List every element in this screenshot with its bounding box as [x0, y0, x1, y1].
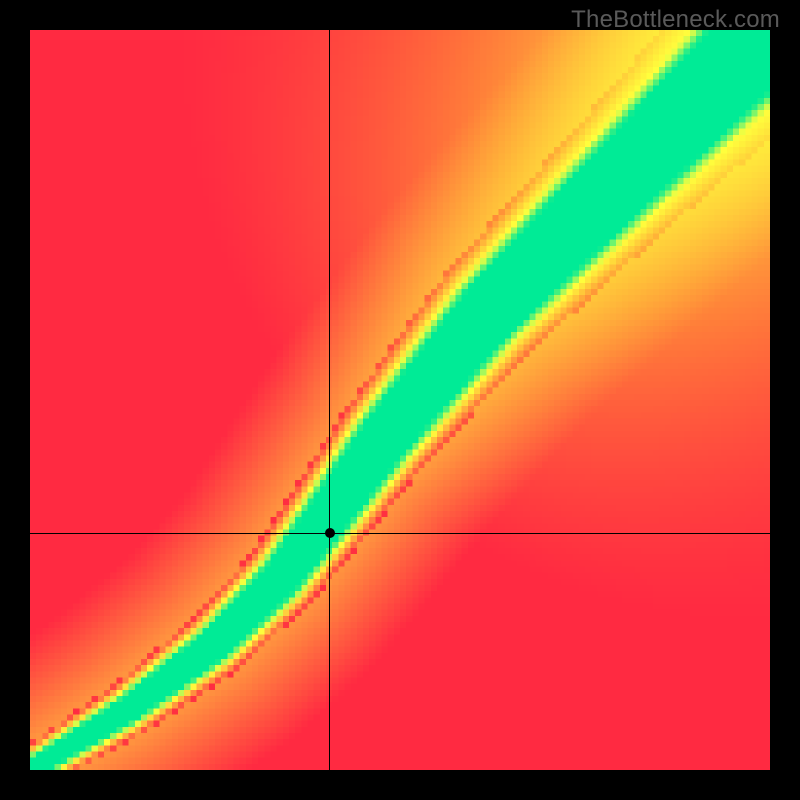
heatmap-canvas [30, 30, 770, 770]
watermark-text: TheBottleneck.com [571, 6, 780, 34]
crosshair-vertical [329, 30, 330, 770]
chart-container: TheBottleneck.com [0, 0, 800, 800]
heatmap-plot [30, 30, 770, 770]
crosshair-horizontal [30, 533, 770, 534]
crosshair-marker [325, 528, 335, 538]
